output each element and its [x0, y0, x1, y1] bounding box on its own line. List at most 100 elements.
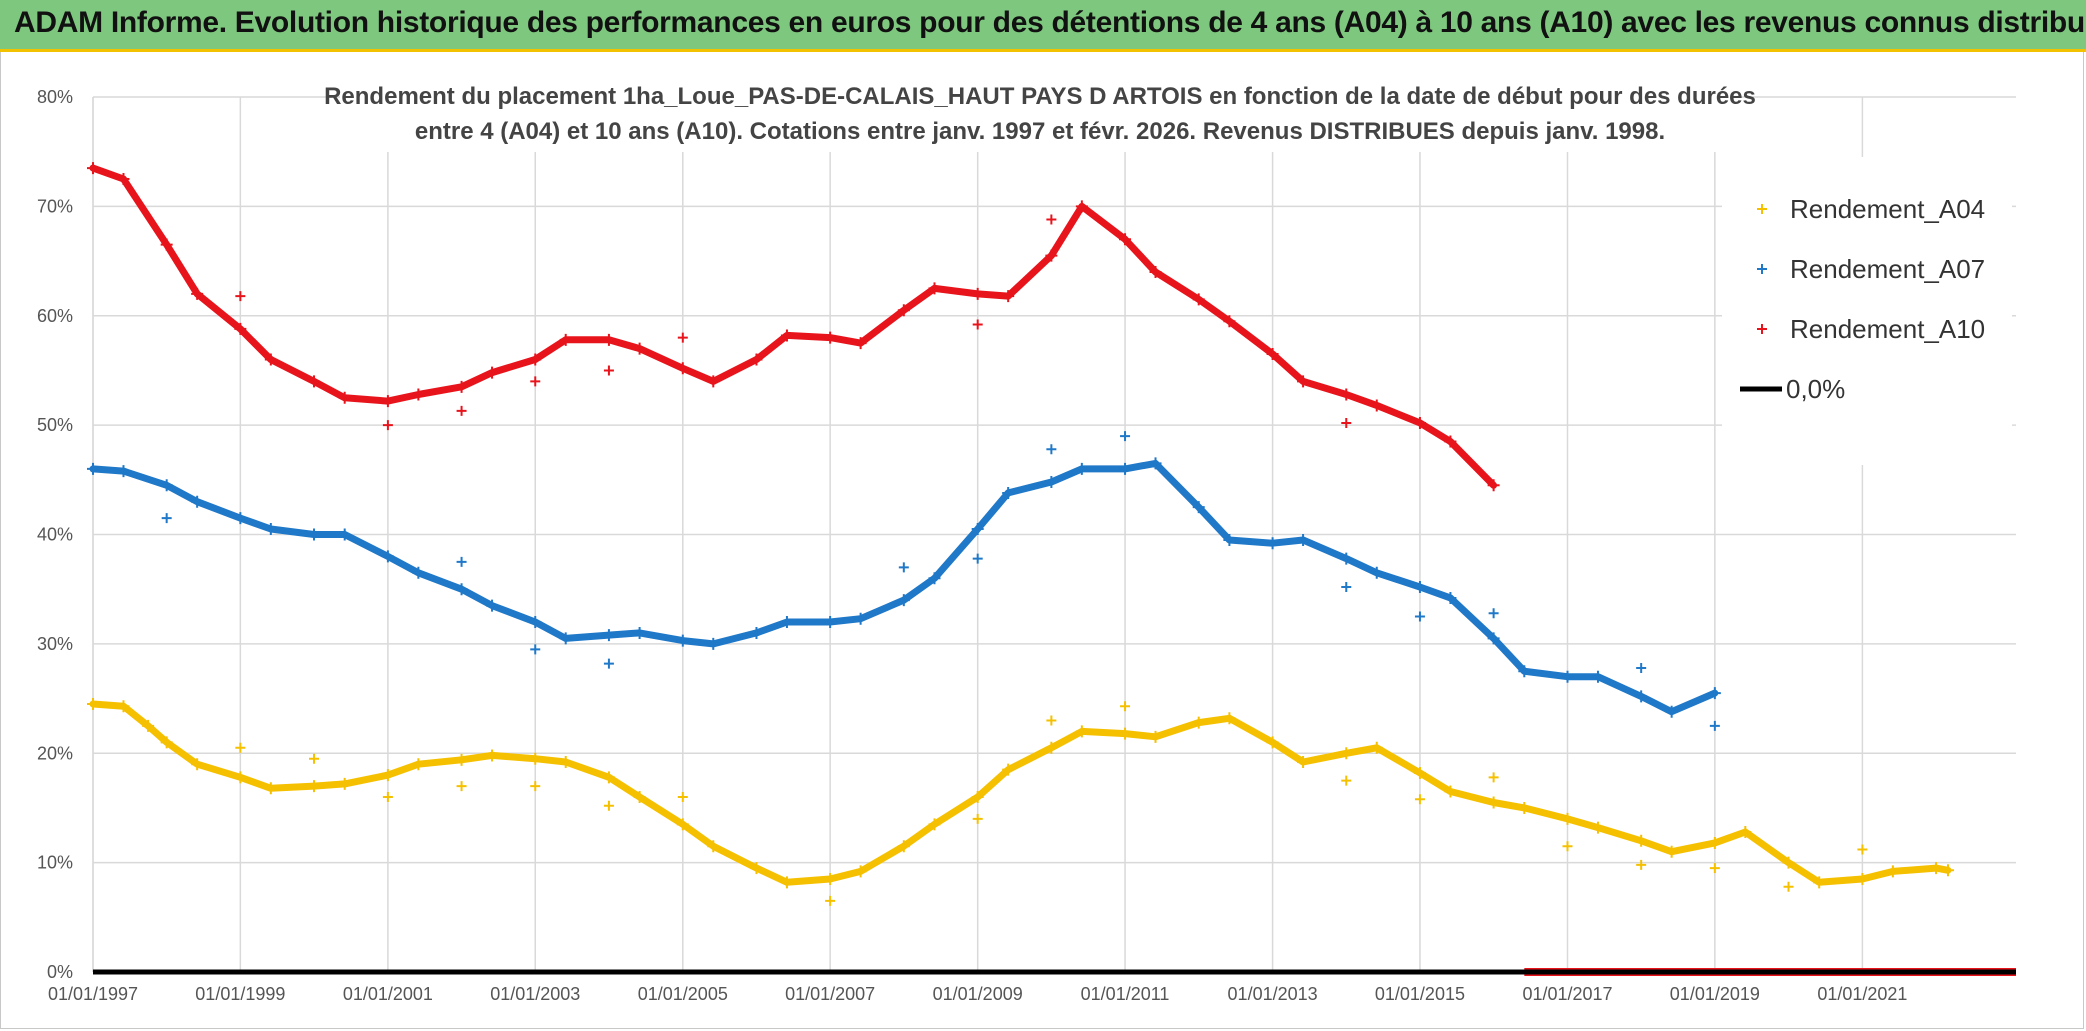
title-background [340, 70, 1740, 152]
rendement-a04-outlier-point [972, 813, 983, 824]
rendement-a07-outlier-point [530, 644, 541, 655]
rendement-a07-point [1487, 632, 1500, 645]
rendement-a07-outlier-point [1709, 720, 1720, 731]
rendement-a04-point [117, 700, 130, 713]
rendement-a10-point [191, 287, 204, 300]
rendement-a10-point [308, 375, 321, 388]
rendement-a04-point [1561, 812, 1574, 825]
chart-title-line-1: Rendement du placement 1ha_Loue_PAS-DE-C… [324, 83, 1756, 110]
rendement-a04-point [780, 876, 793, 889]
rendement-a04-point [1591, 821, 1604, 834]
legend-marker-swatch [1757, 324, 1767, 334]
rendement-a04-point [234, 771, 247, 784]
rendement-a04-point [308, 780, 321, 793]
x-tick-label: 01/01/2021 [1817, 984, 1907, 1004]
rendement-a04-outlier-point [1046, 715, 1057, 726]
rendement-a10-point [1266, 348, 1279, 361]
rendement-a07-outlier-point [456, 556, 467, 567]
rendement-a04-outlier-point [1783, 881, 1794, 892]
rendement-a07-outlier-point [972, 553, 983, 564]
rendement-a07-point [191, 495, 204, 508]
legend-marker-swatch [1757, 204, 1767, 214]
y-axis: 0% 10% 20% 30% 40% 50% 60% 70% 80% [37, 87, 73, 982]
rendement-a10-outlier-point [1341, 417, 1352, 428]
rendement-a04-point [486, 749, 499, 762]
rendement-a04-outlier-point [1857, 844, 1868, 855]
rendement-a07-point [1444, 591, 1457, 604]
x-tick-label: 01/01/2007 [785, 984, 875, 1004]
rendement-a10-outlier-point [603, 365, 614, 376]
rendement-a04-outlier-point [1120, 701, 1131, 712]
rendement-a07-point [897, 594, 910, 607]
rendement-a07-outlier-point [1120, 431, 1131, 442]
rendement-a04-point [1119, 727, 1132, 740]
y-tick-label: 80% [37, 87, 73, 107]
rendement-a04-point [1223, 712, 1236, 725]
rendement-a07-point [87, 462, 99, 475]
rendement-a10-point [854, 337, 867, 350]
y-tick-label: 70% [37, 196, 73, 216]
rendement-a07-outlier-point [603, 658, 614, 669]
x-tick-label: 01/01/2003 [490, 984, 580, 1004]
rendement-a10-outlier-point [382, 420, 393, 431]
rendement-a07-point [1223, 533, 1236, 546]
rendement-a07-point [455, 583, 468, 596]
rendement-a10-point [1045, 249, 1058, 262]
rendement-a04-point [1708, 836, 1721, 849]
rendement-a04-point [1444, 785, 1457, 798]
rendement-a04-point [559, 756, 572, 768]
rendement-a07-point [1002, 486, 1015, 499]
rendement-a07-outlier-point [898, 562, 909, 573]
rendement-a07-point [117, 465, 130, 478]
rendement-a04-point [750, 862, 763, 875]
rendement-a07-point [486, 599, 499, 612]
rendement-a07-point [1266, 537, 1279, 550]
legend-label: Rendement_A07 [1790, 254, 1985, 284]
rendement-a10-point [1413, 416, 1426, 429]
rendement-a04-point [191, 758, 204, 771]
rendement-a04-point [1340, 747, 1353, 760]
rendement-a04-point [1739, 826, 1752, 838]
rendement-a04-point [381, 769, 394, 782]
x-tick-label: 01/01/2017 [1522, 984, 1612, 1004]
rendement-a10-outlier-point [677, 332, 688, 343]
rendement-a07-outlier-point [1488, 608, 1499, 619]
rendement-a07-point [633, 626, 646, 639]
series-marks [87, 162, 2016, 976]
rendement-a07-point [1045, 476, 1058, 488]
legend-marker-swatch [1757, 264, 1767, 274]
rendement-a10-outlier-point [972, 319, 983, 330]
rendement-a04-point [1192, 716, 1205, 729]
rendement-a10-point [338, 391, 351, 404]
rendement-a04-point [338, 777, 351, 790]
x-tick-label: 01/01/2005 [638, 984, 728, 1004]
rendement-a07-point [1297, 533, 1310, 546]
rendement-a10-point [633, 342, 646, 355]
x-tick-label: 01/01/1999 [195, 984, 285, 1004]
rendement-a07-point [1192, 501, 1205, 514]
rendement-a07-point [381, 550, 394, 563]
rendement-a07-point [1075, 462, 1088, 475]
rendement-a04-trace [89, 700, 1952, 886]
rendement-a10-point [824, 331, 837, 344]
rendement-a10-outlier-point [456, 405, 467, 416]
x-tick-label: 01/01/2013 [1228, 984, 1318, 1004]
rendement-a04-point [160, 736, 173, 749]
rendement-a07-outlier-point [1636, 662, 1647, 673]
rendement-a07-point [1119, 462, 1132, 475]
rendement-a10-point [1297, 375, 1310, 388]
legend-label: Rendement_A04 [1790, 194, 1985, 224]
rendement-a10-point [971, 287, 984, 300]
rendement-a10-point [1002, 290, 1015, 303]
rendement-a04-point [1941, 864, 1954, 877]
x-tick-label: 01/01/2009 [933, 984, 1023, 1004]
rendement-a07-point [854, 612, 867, 625]
rendement-a10-point [1119, 233, 1132, 246]
rendement-a04-point [142, 719, 155, 732]
rendement-a10-point [486, 366, 499, 379]
rendement-a10-point [1487, 479, 1500, 492]
rendement-a04-point [1297, 756, 1310, 768]
chart: 0%10%20%30%40%50%60%70%80% 01/01/1997 01/… [37, 70, 2016, 1004]
rendement-a10-point [381, 395, 394, 408]
y-tick-label: 30% [37, 634, 73, 654]
